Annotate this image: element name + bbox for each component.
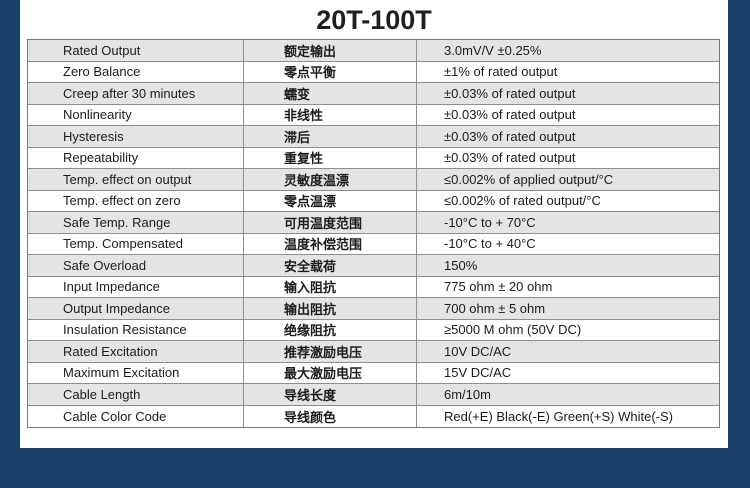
cell-value: -10°C to + 70°C xyxy=(444,214,536,230)
cell-value: 775 ohm ± 20 ohm xyxy=(444,279,553,295)
table-row: Safe Overload 安全载荷 150% xyxy=(28,255,719,277)
bottom-accent-bar xyxy=(0,448,750,488)
table-row: Cable Length 导线长度 6m/10m xyxy=(28,384,719,406)
cell-english-name: Maximum Excitation xyxy=(28,362,244,383)
cell-english-name: Cable Length xyxy=(28,384,244,405)
cell-english-name: Temp. effect on zero xyxy=(28,190,244,211)
table-row: Cable Color Code 导线颜色 Red(+E) Black(-E) … xyxy=(28,405,719,427)
cell-value: 15V DC/AC xyxy=(444,365,512,381)
cell-chinese-name: 零点平衡 xyxy=(244,61,417,82)
cell-value: ±0.03% of rated output xyxy=(444,128,576,144)
cell-english-name: Zero Balance xyxy=(28,61,244,82)
cell-chinese-name: 输出阻抗 xyxy=(244,298,417,319)
cell-value: 6m/10m xyxy=(444,386,491,402)
cell-english-name: Insulation Resistance xyxy=(28,319,244,340)
cell-value: -10°C to + 40°C xyxy=(444,236,536,252)
cell-english-name: Rated Excitation xyxy=(28,341,244,362)
cell-chinese-name: 导线长度 xyxy=(244,384,417,405)
right-accent-strip xyxy=(728,0,750,488)
cell-chinese-name: 非线性 xyxy=(244,104,417,125)
table-row: Nonlinearity 非线性 ±0.03% of rated output xyxy=(28,104,719,126)
table-row: Rated Output 额定输出 3.0mV/V ±0.25% xyxy=(28,40,719,62)
specification-table: Rated Output 额定输出 3.0mV/V ±0.25% Zero Ba… xyxy=(27,39,720,428)
cell-chinese-name: 安全载荷 xyxy=(244,255,417,276)
table-row: Insulation Resistance 绝缘阻抗 ≥5000 M ohm (… xyxy=(28,319,719,341)
cell-chinese-name: 最大激励电压 xyxy=(244,362,417,383)
table-row: Safe Temp. Range 可用温度范围 -10°C to + 70°C xyxy=(28,212,719,234)
cell-chinese-name: 温度补偿范围 xyxy=(244,233,417,254)
cell-english-name: Input Impedance xyxy=(28,276,244,297)
cell-english-name: Cable Color Code xyxy=(28,405,244,427)
cell-chinese-name: 导线颜色 xyxy=(244,405,417,427)
cell-english-name: Hysteresis xyxy=(28,126,244,147)
cell-chinese-name: 额定输出 xyxy=(244,40,417,61)
table-row: Creep after 30 minutes 蠕变 ±0.03% of rate… xyxy=(28,83,719,105)
table-row: Output Impedance 输出阻抗 700 ohm ± 5 ohm xyxy=(28,298,719,320)
cell-english-name: Creep after 30 minutes xyxy=(28,83,244,104)
cell-chinese-name: 输入阻抗 xyxy=(244,276,417,297)
cell-value: ≤0.002% of applied output/°C xyxy=(444,171,614,187)
table-row: Hysteresis 滞后 ±0.03% of rated output xyxy=(28,126,719,148)
table-row: Temp. Compensated 温度补偿范围 -10°C to + 40°C xyxy=(28,233,719,255)
cell-english-name: Safe Overload xyxy=(28,255,244,276)
cell-value: ±0.03% of rated output xyxy=(444,107,576,123)
cell-value: Red(+E) Black(-E) Green(+S) White(-S) xyxy=(444,408,673,424)
page-title: 20T-100T xyxy=(316,5,432,35)
cell-english-name: Rated Output xyxy=(28,40,244,61)
cell-chinese-name: 滞后 xyxy=(244,126,417,147)
cell-chinese-name: 绝缘阻抗 xyxy=(244,319,417,340)
table-row: Maximum Excitation 最大激励电压 15V DC/AC xyxy=(28,362,719,384)
cell-value: ±1% of rated output xyxy=(444,64,558,80)
cell-value: 150% xyxy=(444,257,478,273)
cell-chinese-name: 零点温漂 xyxy=(244,190,417,211)
cell-value: 10V DC/AC xyxy=(444,343,512,359)
table-row: Temp. effect on output 灵敏度温漂 ≤0.002% of … xyxy=(28,169,719,191)
left-accent-strip xyxy=(0,0,20,488)
cell-english-name: Temp. Compensated xyxy=(28,233,244,254)
cell-chinese-name: 重复性 xyxy=(244,147,417,168)
table-row: Repeatability 重复性 ±0.03% of rated output xyxy=(28,147,719,169)
cell-english-name: Repeatability xyxy=(28,147,244,168)
table-row: Zero Balance 零点平衡 ±1% of rated output xyxy=(28,61,719,83)
cell-chinese-name: 灵敏度温漂 xyxy=(244,169,417,190)
cell-english-name: Output Impedance xyxy=(28,298,244,319)
cell-value: ±0.03% of rated output xyxy=(444,85,576,101)
table-row: Rated Excitation 推荐激励电压 10V DC/AC xyxy=(28,341,719,363)
cell-value: 3.0mV/V ±0.25% xyxy=(444,42,542,58)
cell-chinese-name: 可用温度范围 xyxy=(244,212,417,233)
cell-value: ≤0.002% of rated output/°C xyxy=(444,193,601,209)
cell-value: ≥5000 M ohm (50V DC) xyxy=(444,322,582,338)
cell-english-name: Safe Temp. Range xyxy=(28,212,244,233)
cell-english-name: Temp. effect on output xyxy=(28,169,244,190)
cell-value: ±0.03% of rated output xyxy=(444,150,576,166)
table-row: Input Impedance 输入阻抗 775 ohm ± 20 ohm xyxy=(28,276,719,298)
cell-chinese-name: 推荐激励电压 xyxy=(244,341,417,362)
spec-table-body: Rated Output 额定输出 3.0mV/V ±0.25% Zero Ba… xyxy=(28,40,719,427)
cell-value: 700 ohm ± 5 ohm xyxy=(444,300,546,316)
table-row: Temp. effect on zero 零点温漂 ≤0.002% of rat… xyxy=(28,190,719,212)
cell-english-name: Nonlinearity xyxy=(28,104,244,125)
cell-chinese-name: 蠕变 xyxy=(244,83,417,104)
